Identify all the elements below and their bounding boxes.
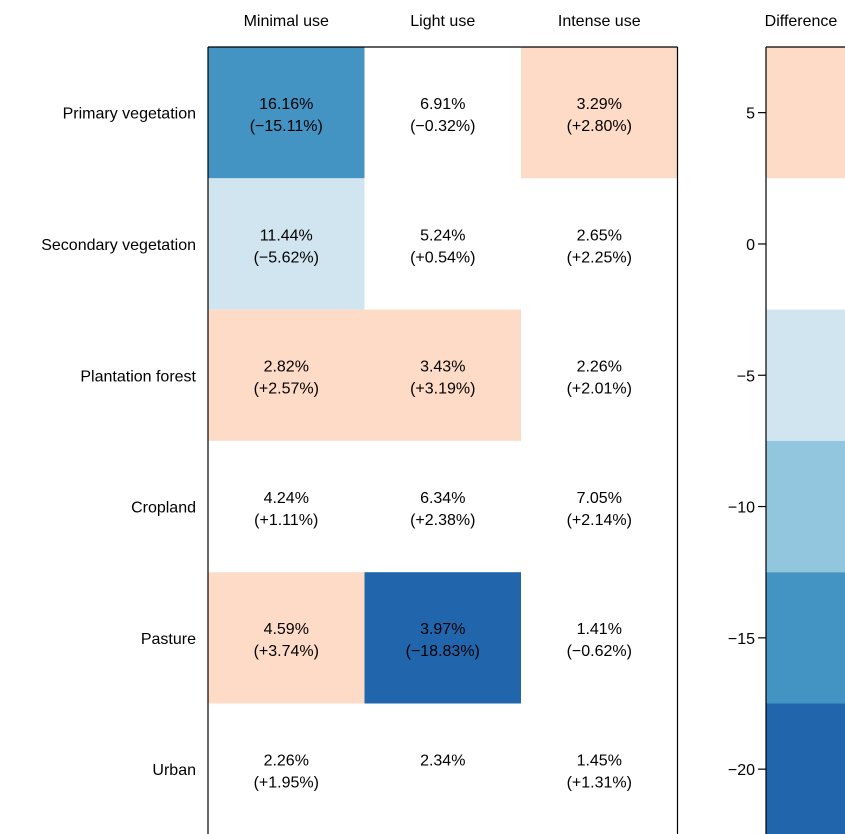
colorbar-bin xyxy=(766,440,845,573)
heatmap-cell xyxy=(364,309,521,441)
heatmap-cell xyxy=(364,572,521,704)
colorbar-bin xyxy=(766,572,845,704)
cell-difference-label: (+1.95%) xyxy=(254,775,319,792)
colorbar: Difference 5 0 −5 −10 −15 −20 xyxy=(728,13,845,834)
colorbar-bin xyxy=(766,309,845,441)
cell-value-label: 11.44% xyxy=(260,227,313,244)
cell-difference-label: (−15.11%) xyxy=(250,118,323,135)
cell-difference-label: (−5.62%) xyxy=(254,249,319,266)
cell-difference-label: (+2.57%) xyxy=(254,381,319,398)
colorbar-bin xyxy=(766,47,845,179)
heatmap-cell xyxy=(364,47,521,179)
cell-value-label: 2.26% xyxy=(264,753,309,770)
cell-value-label: 6.34% xyxy=(420,490,465,507)
cell-value-label: 2.82% xyxy=(264,359,309,376)
row-label: Primary vegetation xyxy=(63,106,196,123)
cell-difference-label: (−0.32%) xyxy=(410,118,475,135)
colorbar-tick-label: 5 xyxy=(746,106,755,123)
heatmap-cell xyxy=(521,572,678,704)
row-label: Pasture xyxy=(141,631,196,648)
heatmap-cell xyxy=(364,178,521,310)
cell-value-label: 5.24% xyxy=(420,227,465,244)
row-label: Secondary vegetation xyxy=(41,237,196,254)
cell-value-label: 16.16% xyxy=(259,96,313,113)
heatmap-cell xyxy=(521,440,678,573)
cell-difference-label: (+1.31%) xyxy=(567,775,632,792)
heatmap-cell xyxy=(208,703,365,834)
cell-difference-label: (+2.80%) xyxy=(567,118,632,135)
cell-value-label: 2.65% xyxy=(577,227,622,244)
cell-value-label: 6.91% xyxy=(420,96,465,113)
cell-difference-label: (+2.38%) xyxy=(410,512,475,529)
heatmap-cell xyxy=(364,703,521,834)
row-label: Cropland xyxy=(131,500,196,517)
colorbar-tick-label: −15 xyxy=(728,631,755,648)
cell-value-label: 4.24% xyxy=(264,490,309,507)
cell-difference-label: (+2.01%) xyxy=(567,381,632,398)
heatmap-cell xyxy=(208,572,365,704)
heatmap-cell xyxy=(521,178,678,310)
cell-difference-label: (−18.83%) xyxy=(406,643,480,660)
heatmap-cell xyxy=(208,47,365,179)
heatmap-cell xyxy=(521,47,678,179)
cell-difference-label: (+2.25%) xyxy=(567,249,632,266)
colorbar-tick-label: −10 xyxy=(728,500,755,517)
row-label: Urban xyxy=(152,762,196,779)
row-label: Plantation forest xyxy=(80,368,196,385)
cell-value-label: 1.41% xyxy=(577,621,622,638)
column-labels: Minimal use Light use Intense use xyxy=(244,13,641,30)
heatmap-cell xyxy=(521,703,678,834)
heatmap-cell xyxy=(521,309,678,441)
heatmap-grid xyxy=(207,46,679,834)
heatmap-cell xyxy=(364,440,521,573)
colorbar-tick-label: −5 xyxy=(737,368,755,385)
cell-value-label: 2.34% xyxy=(420,753,465,770)
cell-difference-label: (+1.11%) xyxy=(254,512,318,529)
cell-value-label: 7.05% xyxy=(577,490,622,507)
column-label: Intense use xyxy=(558,13,641,30)
column-label: Light use xyxy=(410,13,475,30)
cell-value-label: 3.97% xyxy=(420,621,465,638)
column-label: Minimal use xyxy=(244,13,329,30)
cell-difference-label: (+2.14%) xyxy=(567,512,632,529)
cell-value-label: 3.29% xyxy=(577,96,622,113)
heatmap-cell xyxy=(208,178,365,310)
colorbar-title: Difference xyxy=(765,13,838,30)
colorbar-tick-label: 0 xyxy=(746,237,755,254)
cell-value-label: 3.43% xyxy=(420,359,465,376)
heatmap-cell xyxy=(208,440,365,573)
cell-labels: 16.16% (−15.11%) 6.91% (−0.32%) 3.29% (+2.80%… xyxy=(250,96,632,792)
cell-difference-label: (+3.74%) xyxy=(254,643,319,660)
colorbar-bin xyxy=(766,178,845,310)
cell-value-label: 2.26% xyxy=(577,359,622,376)
cell-value-label: 4.59% xyxy=(264,621,309,638)
colorbar-bin xyxy=(766,703,845,834)
cell-difference-label: (+3.19%) xyxy=(410,381,475,398)
cell-difference-label: (−0.62%) xyxy=(567,643,632,660)
heatmap-cell xyxy=(208,309,365,441)
colorbar-tick-label: −20 xyxy=(728,762,755,779)
cell-difference-label: (+0.54%) xyxy=(410,249,475,266)
row-labels: Primary vegetation Secondary vegetation Pl… xyxy=(41,106,196,780)
cell-value-label: 1.45% xyxy=(577,753,622,770)
